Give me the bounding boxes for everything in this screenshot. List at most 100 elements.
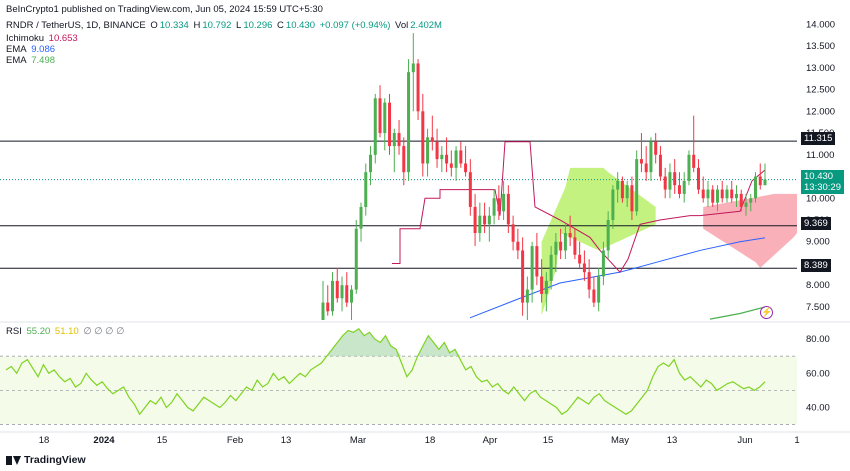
close-label: C <box>277 20 284 31</box>
candle <box>378 85 382 138</box>
time-tick-label: 13 <box>281 435 292 446</box>
rsi-pane: 80.00 60.00 40.00 <box>0 327 830 425</box>
candle <box>706 180 710 207</box>
candle-body <box>340 285 344 299</box>
candle-body <box>559 241 563 251</box>
candle <box>516 228 520 260</box>
candle <box>701 176 705 203</box>
candle-body <box>459 150 463 164</box>
candle-body <box>711 189 715 203</box>
candle <box>611 185 615 229</box>
candle <box>364 163 368 216</box>
candle <box>687 150 691 186</box>
candle-body <box>568 233 572 238</box>
candle <box>449 150 453 177</box>
rsi-value: 55.20 <box>26 326 51 337</box>
candle-body <box>516 241 520 251</box>
candle <box>407 59 411 181</box>
candle-body <box>730 189 734 199</box>
candle-body <box>426 137 430 164</box>
candle <box>696 159 700 194</box>
candle <box>392 128 396 173</box>
candle <box>744 193 748 216</box>
candle <box>350 285 354 320</box>
candle-body <box>440 154 444 160</box>
price-tick-label: 9.000 <box>806 237 830 248</box>
candle <box>763 163 767 186</box>
candle-body <box>578 254 582 264</box>
ichimoku-legend[interactable]: Ichimoku 10.653 <box>6 33 80 44</box>
candle-body <box>663 176 667 190</box>
candle-body <box>525 289 529 303</box>
candle <box>464 146 468 177</box>
candle <box>454 146 458 181</box>
ema-fast-legend[interactable]: EMA 9.086 <box>6 44 57 55</box>
candle <box>644 146 648 181</box>
candle-body <box>468 172 472 207</box>
candle-body <box>388 102 392 147</box>
candle-body <box>758 176 762 186</box>
ichimoku-kijun-line <box>392 141 766 273</box>
candle-body <box>421 111 425 164</box>
rsi-legend[interactable]: RSI 55.20 51.10 ∅ ∅ ∅ ∅ <box>6 326 126 337</box>
price-tick-label: 13.500 <box>806 41 835 52</box>
candle-body <box>677 185 681 194</box>
lightning-icon[interactable]: ⚡ <box>760 306 773 319</box>
candle-body <box>354 228 358 290</box>
candle <box>568 215 572 247</box>
candle <box>725 185 729 203</box>
ema-slow-line <box>709 306 766 320</box>
candle <box>625 180 629 207</box>
candle <box>673 159 677 194</box>
candle-body <box>606 220 610 251</box>
ema-slow-legend[interactable]: EMA 7.498 <box>6 55 57 66</box>
price-tick-label: 13.000 <box>806 63 835 74</box>
rsi-extra-values: ∅ ∅ ∅ ∅ <box>83 326 125 337</box>
candle <box>359 202 363 242</box>
open-value: 10.334 <box>159 20 189 31</box>
close-value: 10.430 <box>285 20 315 31</box>
candle <box>487 206 491 242</box>
level-tag-mid: 9.369 <box>801 217 831 230</box>
candle-body <box>326 302 330 312</box>
candle <box>549 246 553 290</box>
time-tick-label: Mar <box>350 435 366 446</box>
candle-body <box>630 185 634 212</box>
tradingview-brand: TradingView <box>24 454 86 466</box>
candle <box>402 137 406 186</box>
candle-body <box>744 202 748 207</box>
candle-body <box>544 280 548 294</box>
candle-body <box>464 163 468 173</box>
candle-body <box>492 198 496 216</box>
candle-body <box>625 185 629 199</box>
time-tick-label: 13 <box>667 435 678 446</box>
rsi-tick-label: 40.00 <box>806 402 830 413</box>
candle <box>677 172 681 199</box>
high-label: H <box>193 20 201 31</box>
current-price-value: 10.430 <box>804 171 834 182</box>
candle <box>668 163 672 199</box>
candle-body <box>397 133 401 147</box>
candle-body <box>611 189 615 220</box>
ema-slow-value: 7.498 <box>31 55 56 66</box>
candle <box>426 128 430 177</box>
symbol-line: RNDR / TetherUS, 1D, BINANCE O 10.334 H 10… <box>6 20 444 31</box>
candle-body <box>530 246 534 290</box>
time-tick-label: May <box>611 435 629 446</box>
price-tick-label: 10.000 <box>806 193 835 204</box>
candle <box>639 133 643 173</box>
candle <box>730 180 734 203</box>
candle <box>497 185 501 220</box>
candle-body <box>364 172 368 207</box>
candle-body <box>687 154 691 181</box>
candle <box>606 211 610 260</box>
candle <box>592 276 596 307</box>
candle-body <box>692 154 696 168</box>
candle <box>411 33 415 112</box>
candle-body <box>383 102 387 134</box>
candle <box>416 59 420 120</box>
low-label: L <box>236 20 242 31</box>
candle-body <box>549 254 553 281</box>
candle <box>753 172 757 203</box>
